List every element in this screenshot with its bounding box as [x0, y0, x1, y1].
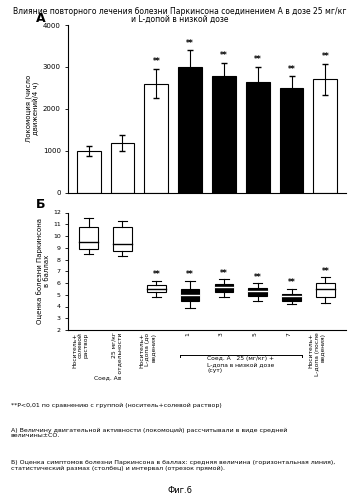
Text: 3: 3 — [219, 332, 224, 336]
Bar — [147, 286, 166, 292]
Text: Влияние повторного лечения болезни Паркинсона соединением А в дозе 25 мг/кг: Влияние повторного лечения болезни Парки… — [13, 6, 347, 16]
Bar — [314, 80, 337, 192]
Bar — [215, 284, 233, 292]
Text: **: ** — [321, 52, 329, 61]
Text: **: ** — [288, 278, 296, 287]
Text: Б) Оценка симптомов болезни Паркинсона в баллах: средняя величина (горизонтальна: Б) Оценка симптомов болезни Паркинсона в… — [11, 460, 335, 471]
Bar — [282, 294, 301, 300]
Bar — [181, 289, 199, 300]
Bar — [248, 288, 267, 296]
Text: 5: 5 — [253, 332, 258, 336]
Text: А: А — [36, 12, 46, 26]
Text: Носитель+
L-допа (после
ведения): Носитель+ L-допа (после ведения) — [309, 332, 325, 376]
Text: **P<0,01 по сравнению с группой (носитель+солевой раствор): **P<0,01 по сравнению с группой (носител… — [11, 402, 221, 407]
Text: 25 мг/кг
в отдельности: 25 мг/кг в отдельности — [112, 332, 122, 379]
Text: **: ** — [186, 270, 194, 279]
Text: Носитель+
L-допа (до
ведения): Носитель+ L-допа (до ведения) — [140, 332, 156, 368]
Text: **: ** — [220, 51, 228, 60]
Bar — [144, 84, 168, 192]
Text: Фиг.6: Фиг.6 — [167, 486, 193, 495]
Bar — [111, 143, 134, 192]
Y-axis label: Оценка болезни Паркинсона
в баллах: Оценка болезни Паркинсона в баллах — [36, 218, 50, 324]
Text: Носитель+
солевой
раствор: Носитель+ солевой раствор — [72, 332, 89, 368]
Text: А) Величину двигательной активности (локомоций) рассчитывали в виде средней
вели: А) Величину двигательной активности (лок… — [11, 428, 287, 438]
Text: и L-допой в низкой дозе: и L-допой в низкой дозе — [131, 15, 229, 24]
Bar — [178, 67, 202, 192]
Text: **: ** — [254, 56, 262, 64]
Bar — [212, 76, 236, 192]
Text: 1: 1 — [185, 332, 190, 336]
Text: Соед. А   25 (мг/кг) +
L-допа в низкой дозе
(сут): Соед. А 25 (мг/кг) + L-допа в низкой доз… — [207, 356, 274, 372]
Text: Соед. А: Соед. А — [94, 375, 117, 380]
Text: **: ** — [152, 58, 160, 66]
Bar — [77, 150, 100, 192]
Text: **: ** — [220, 269, 228, 278]
Bar — [316, 283, 334, 297]
Text: 7: 7 — [287, 332, 292, 336]
Y-axis label: Локомоция (число
движений/4 ч): Локомоция (число движений/4 ч) — [26, 75, 40, 142]
Bar — [113, 226, 132, 252]
Text: **: ** — [254, 272, 262, 281]
Bar — [280, 88, 303, 192]
Text: **: ** — [186, 38, 194, 48]
Text: **: ** — [321, 266, 329, 276]
Text: **: ** — [152, 270, 160, 279]
Bar — [80, 226, 98, 249]
Bar — [246, 82, 270, 192]
Text: **: ** — [288, 64, 296, 74]
Text: Б: Б — [36, 198, 45, 210]
